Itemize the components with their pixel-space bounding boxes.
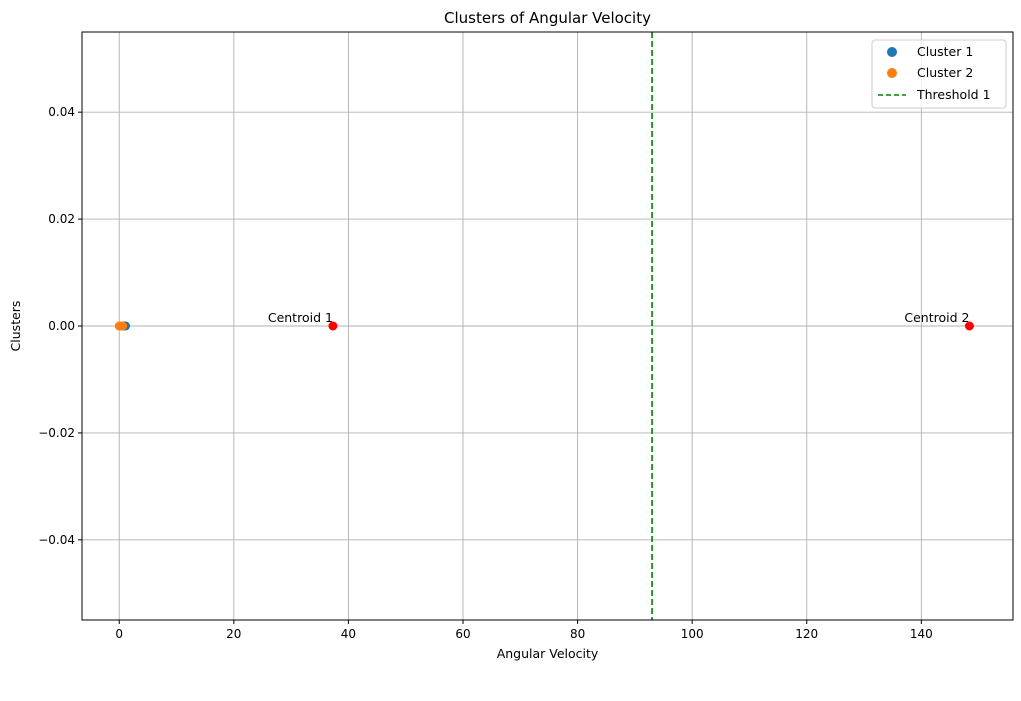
legend: Cluster 1 Cluster 2 Threshold 1 <box>871 39 1007 109</box>
grid-layer <box>82 32 1013 620</box>
legend-label-cluster-2: Cluster 2 <box>917 65 973 80</box>
x-tick-label: 20 <box>226 627 241 641</box>
x-tick-label: 0 <box>115 627 123 641</box>
x-tick-label: 40 <box>341 627 356 641</box>
x-tick-label: 140 <box>910 627 933 641</box>
legend-marker-cluster-1 <box>887 47 897 57</box>
x-tick-label: 60 <box>455 627 470 641</box>
centroid-2-label: Centroid 2 <box>904 310 969 325</box>
y-tick-label: 0.04 <box>48 105 75 119</box>
y-tick-label: 0.00 <box>48 319 75 333</box>
legend-marker-cluster-2 <box>887 68 897 78</box>
y-tick-label: −0.02 <box>38 426 75 440</box>
x-tick-label: 80 <box>570 627 585 641</box>
y-axis-ticks: −0.04 −0.02 0.00 0.02 0.04 <box>38 105 82 547</box>
chart-title: Clusters of Angular Velocity <box>444 9 651 27</box>
centroid-1-point <box>328 321 338 331</box>
y-tick-label: 0.02 <box>48 212 75 226</box>
centroid-2-point <box>964 321 974 331</box>
legend-label-cluster-1: Cluster 1 <box>917 44 973 59</box>
centroid-1-label: Centroid 1 <box>268 310 333 325</box>
points-layer <box>114 321 131 331</box>
y-tick-label: −0.04 <box>38 533 75 547</box>
x-axis-ticks: 0 20 40 60 80 100 120 140 <box>115 620 933 641</box>
y-axis-label: Clusters <box>8 301 23 352</box>
x-tick-label: 120 <box>795 627 818 641</box>
annotation-layer: Centroid 1 Centroid 2 <box>268 310 974 331</box>
x-tick-label: 100 <box>681 627 704 641</box>
x-axis-label: Angular Velocity <box>497 646 599 661</box>
legend-box <box>871 39 1007 109</box>
legend-label-threshold-1: Threshold 1 <box>916 87 991 102</box>
cluster-2-point <box>118 321 128 331</box>
